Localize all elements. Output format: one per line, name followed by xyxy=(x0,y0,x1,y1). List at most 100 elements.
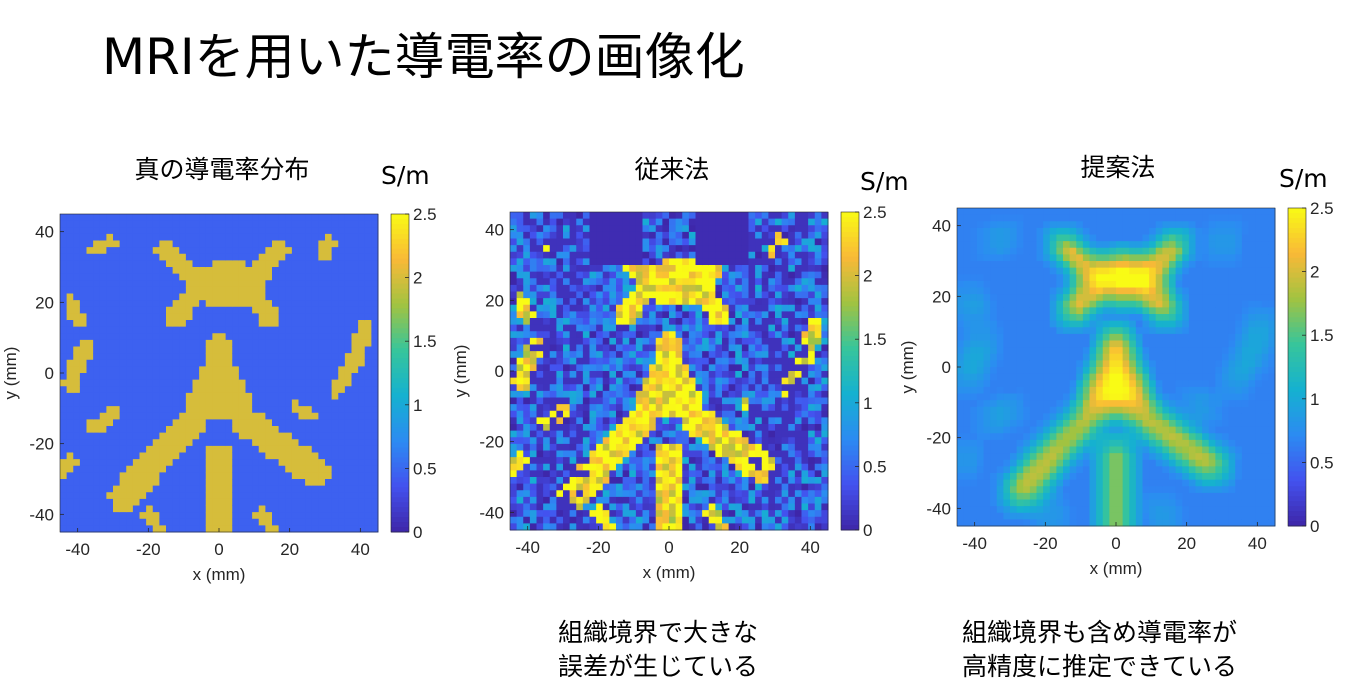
heatmap-cell xyxy=(159,518,167,526)
heatmap-cell xyxy=(722,523,730,531)
heatmap-cell xyxy=(655,258,663,266)
heatmap-cell xyxy=(212,392,220,401)
heatmap-cell xyxy=(702,404,710,412)
heatmap-cell xyxy=(976,367,985,375)
heatmap-cell xyxy=(669,390,677,399)
colorbar-swatch xyxy=(391,482,409,488)
heatmap-cell xyxy=(563,351,571,359)
heatmap-cell xyxy=(298,240,306,248)
heatmap-cell xyxy=(788,371,796,379)
heatmap-cell xyxy=(219,492,227,500)
heatmap-cell xyxy=(801,245,809,253)
heatmap-cell xyxy=(775,225,783,233)
heatmap-cell xyxy=(146,326,154,334)
colorbar-swatch xyxy=(391,278,409,285)
heatmap-cell xyxy=(99,286,107,295)
heatmap-cell xyxy=(529,231,538,240)
heatmap-cell xyxy=(629,496,637,505)
heatmap-cell xyxy=(529,298,538,306)
heatmap-cell xyxy=(285,485,293,493)
heatmap-cell xyxy=(232,505,240,513)
heatmap-cell xyxy=(741,483,750,491)
heatmap-cell xyxy=(132,293,141,301)
heatmap-cell xyxy=(722,265,730,273)
heatmap-cell xyxy=(166,472,174,480)
heatmap-cell xyxy=(775,364,783,372)
heatmap-cell xyxy=(748,371,756,379)
heatmap-cell xyxy=(529,510,538,518)
heatmap-cell xyxy=(106,505,114,513)
heatmap-cell xyxy=(629,424,637,432)
heatmap-cell xyxy=(152,485,160,493)
heatmap-cell xyxy=(159,306,167,314)
heatmap-cell xyxy=(963,439,971,448)
heatmap-cell xyxy=(212,366,220,374)
heatmap-cell xyxy=(761,271,769,279)
heatmap-cell xyxy=(735,351,743,359)
heatmap-cell xyxy=(311,399,319,407)
heatmap-cell xyxy=(285,320,293,328)
heatmap-cell xyxy=(669,443,677,452)
heatmap-cell xyxy=(285,465,293,473)
heatmap-cell xyxy=(715,503,723,511)
heatmap-cell xyxy=(589,311,597,319)
heatmap-cell xyxy=(212,306,220,314)
panel-title-true: 真の導電率分布 xyxy=(134,155,310,184)
heatmap-cell xyxy=(781,384,789,392)
heatmap-cell xyxy=(602,278,610,286)
heatmap-cell xyxy=(238,465,247,473)
heatmap-cell xyxy=(715,324,723,332)
heatmap-cell xyxy=(219,306,227,314)
heatmap-cell xyxy=(576,437,584,445)
heatmap-cell xyxy=(976,274,985,282)
colorbar-swatch xyxy=(841,510,859,516)
heatmap-cell xyxy=(66,227,74,235)
heatmap-cell xyxy=(126,359,134,367)
heatmap-cell xyxy=(199,280,207,288)
heatmap-cell xyxy=(596,251,604,259)
heatmap-cell xyxy=(126,306,134,314)
heatmap-cell xyxy=(695,284,703,293)
heatmap-cell xyxy=(543,231,551,240)
heatmap-cell xyxy=(159,359,167,367)
heatmap-cell xyxy=(272,353,280,361)
heatmap-cell xyxy=(79,333,88,341)
heatmap-cell xyxy=(748,390,756,399)
heatmap-cell xyxy=(199,485,207,493)
colorbar-swatch xyxy=(391,293,409,299)
heatmap-cell xyxy=(285,227,293,235)
heatmap-cell xyxy=(556,397,564,405)
heatmap-cell xyxy=(351,333,359,341)
heatmap-cell xyxy=(788,417,796,425)
heatmap-cell xyxy=(93,525,101,533)
heatmap-cell xyxy=(775,251,783,259)
heatmap-cell xyxy=(93,214,101,222)
heatmap-cell xyxy=(510,324,518,332)
heatmap-cell xyxy=(179,479,187,487)
heatmap-cell xyxy=(351,392,359,401)
heatmap-cell xyxy=(318,445,326,454)
heatmap-cell xyxy=(536,404,544,412)
heatmap-cell xyxy=(516,311,524,319)
heatmap-cell xyxy=(702,311,710,319)
colorbar-swatch xyxy=(391,392,409,399)
colorbar-tick-label: 2.5 xyxy=(413,205,437,224)
heatmap-cell xyxy=(963,420,971,428)
heatmap-cell xyxy=(563,284,571,293)
heatmap-cell xyxy=(139,353,147,361)
heatmap-cell xyxy=(192,247,200,255)
heatmap-cell xyxy=(106,214,114,222)
heatmap-cell xyxy=(761,450,769,458)
heatmap-cell xyxy=(788,390,796,399)
heatmap-cell xyxy=(622,231,630,240)
heatmap-cell xyxy=(278,306,286,314)
heatmap-cell xyxy=(225,333,233,341)
heatmap-cell xyxy=(86,273,94,281)
heatmap-cell xyxy=(715,443,723,452)
heatmap-cell xyxy=(761,430,769,438)
heatmap-cell xyxy=(741,238,750,246)
heatmap-cell xyxy=(616,457,624,465)
heatmap-cell xyxy=(688,490,697,498)
heatmap-cell xyxy=(589,304,597,312)
heatmap-cell xyxy=(166,366,174,374)
